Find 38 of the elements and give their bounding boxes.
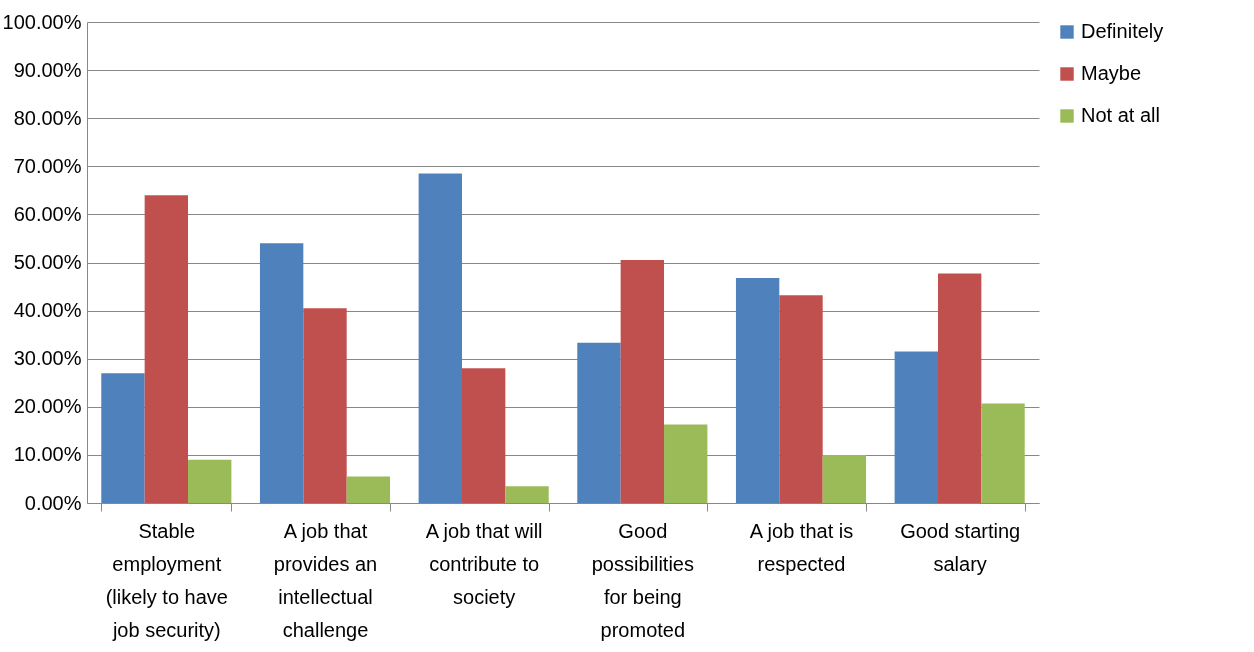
bar [346, 476, 391, 503]
legend-label: Not at all [1081, 104, 1160, 126]
bar [937, 273, 982, 503]
y-tick-label: 30.00% [13, 347, 82, 370]
y-tick-label: 10.00% [13, 443, 82, 466]
x-tick-label: Stable employment (likely to have job security) [105, 519, 228, 641]
y-tick-label: 0.00% [24, 491, 82, 514]
y-tick-label: 70.00% [13, 154, 82, 177]
y-tick-label: 90.00% [13, 58, 82, 81]
y-tick-label: 40.00% [13, 299, 82, 322]
bar [188, 459, 232, 503]
bar [577, 342, 621, 503]
y-tick-label: 60.00% [13, 202, 82, 225]
bar [259, 243, 304, 503]
bar [981, 403, 1025, 503]
y-tick-label: 20.00% [13, 395, 82, 418]
x-tick-label: Good starting salary [900, 519, 1021, 575]
bar [664, 424, 708, 503]
x-tick-label: A job that will contribute to society [425, 519, 543, 608]
bar [735, 277, 780, 503]
bar [144, 195, 189, 503]
bar [779, 295, 823, 503]
y-tick-label: 50.00% [13, 251, 82, 273]
x-tick-label: Good possibilities for being promoted [591, 519, 694, 641]
bar [822, 454, 867, 503]
x-tick-label: A job that is respected [749, 519, 854, 575]
legend-label: Definitely [1081, 20, 1164, 42]
y-tick-label: 100.00% [2, 10, 82, 33]
bar [418, 173, 462, 503]
legend-label: Maybe [1081, 62, 1142, 84]
y-tick-label: 80.00% [13, 106, 82, 129]
x-tick-label: A job that provides an intellectual challenge [273, 519, 378, 641]
bar [620, 260, 665, 503]
bar [461, 368, 506, 503]
bar [505, 486, 549, 503]
bar [303, 308, 347, 503]
bar [894, 351, 938, 503]
bar [101, 373, 145, 503]
